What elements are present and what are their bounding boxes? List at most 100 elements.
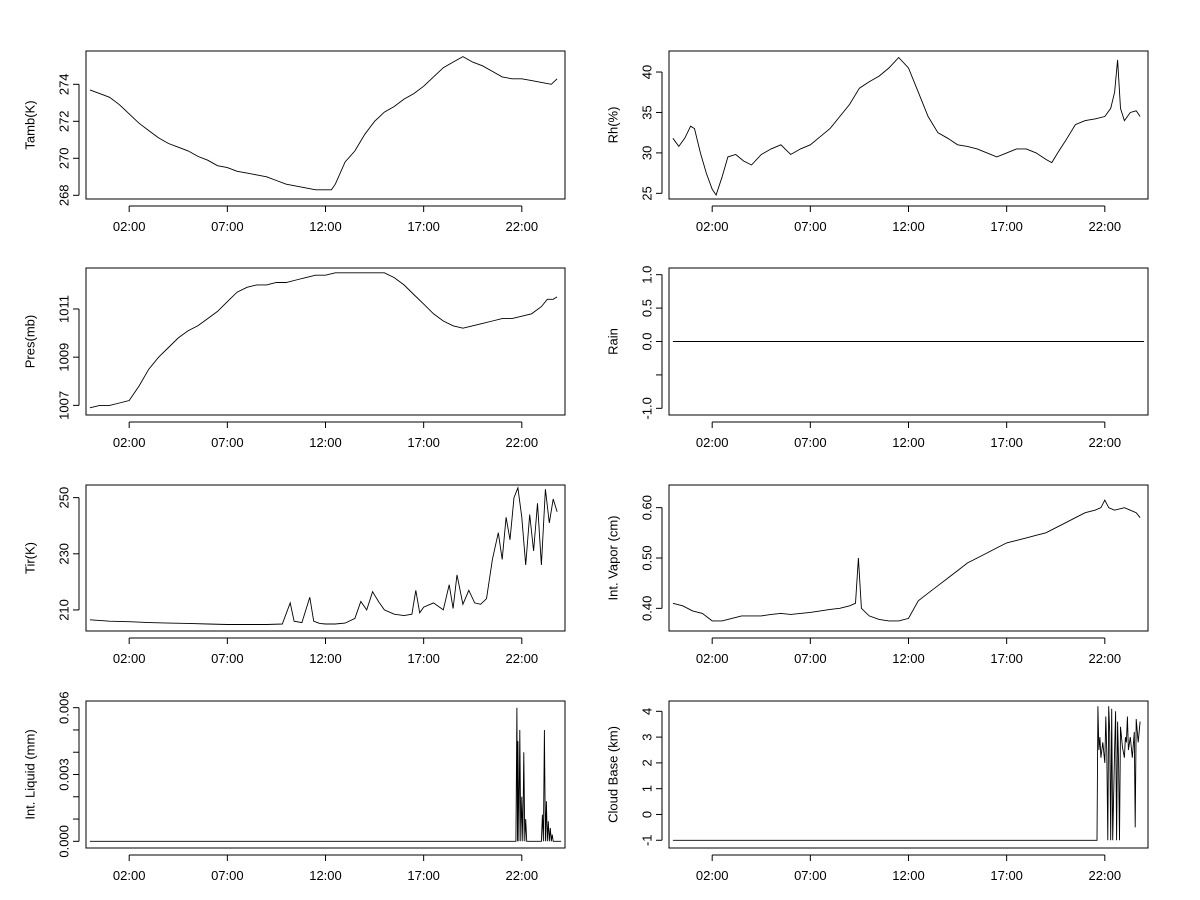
x-tick-label: 17:00 <box>990 219 1023 234</box>
x-tick-label: 12:00 <box>309 651 342 666</box>
x-tick-label: 07:00 <box>794 651 827 666</box>
y-tick-label: -1 <box>639 834 654 846</box>
series-line-int-vapor <box>672 499 1141 622</box>
x-tick-label: 17:00 <box>407 868 440 883</box>
y-tick-label: 25 <box>639 186 654 200</box>
x-tick-label: 17:00 <box>407 219 440 234</box>
series-line-cloud-base <box>672 706 1141 841</box>
y-tick-label: 210 <box>56 599 71 621</box>
y-tick-label: 0.003 <box>56 758 71 791</box>
chart-panel-tamb: 02:00 07:00 12:00 17:00 22:00 268 270 272 274 Tam… <box>22 50 566 234</box>
y-tick-label: 0.60 <box>639 495 654 520</box>
x-tick-label: 22:00 <box>506 868 539 883</box>
y-tick-label: 1011 <box>56 295 71 323</box>
y-axis-title: Tamb(K) <box>22 100 37 149</box>
x-tick-label: 22:00 <box>1089 435 1122 450</box>
chart-panel-int-liquid: 02:00 07:00 12:00 17:00 22:00 0.000 0.003 0.006… <box>22 691 566 883</box>
y-tick-label: 2 <box>639 759 654 766</box>
y-tick-label: 1.0 <box>639 266 654 284</box>
chart-panel-pres: 02:00 07:00 12:00 17:00 22:00 1007 1009 1011 Pre… <box>22 267 566 450</box>
x-tick-label: 12:00 <box>892 651 925 666</box>
y-axis-title: Int. Vapor (cm) <box>605 515 620 600</box>
x-tick-label: 07:00 <box>211 651 244 666</box>
y-tick-label: 4 <box>639 708 654 715</box>
x-tick-label: 17:00 <box>407 651 440 666</box>
plot-frame <box>668 50 1149 200</box>
x-tick-label: 02:00 <box>113 435 146 450</box>
y-axis-title: Cloud Base (km) <box>605 726 620 823</box>
y-tick-label: 35 <box>639 105 654 119</box>
x-tick-label: 02:00 <box>696 651 729 666</box>
y-tick-label: 0.0 <box>639 332 654 350</box>
y-tick-label: 250 <box>56 487 71 509</box>
y-tick-label: 0.006 <box>56 691 71 724</box>
x-tick-label: 02:00 <box>696 868 729 883</box>
chart-panel-tir: 02:00 07:00 12:00 17:00 22:00 210 230 250 Tir(K) <box>22 484 566 666</box>
x-tick-label: 07:00 <box>211 868 244 883</box>
y-axis-title: Int. Liquid (mm) <box>22 729 37 819</box>
y-tick-label: 0.40 <box>639 596 654 621</box>
y-tick-label: 0.5 <box>639 299 654 317</box>
y-axis-title: Rain <box>605 328 620 355</box>
y-axis-title: Pres(mb) <box>22 315 37 368</box>
x-tick-label: 12:00 <box>309 868 342 883</box>
x-tick-label: 22:00 <box>506 219 539 234</box>
y-axis-title: Tir(K) <box>22 542 37 574</box>
x-tick-label: 17:00 <box>407 435 440 450</box>
x-tick-label: 02:00 <box>696 219 729 234</box>
y-tick-label: 272 <box>56 110 71 132</box>
y-tick-label: 3 <box>639 733 654 740</box>
plot-frame <box>668 484 1149 632</box>
series-line-tamb <box>89 56 558 191</box>
x-tick-label: 07:00 <box>794 219 827 234</box>
x-tick-label: 02:00 <box>696 435 729 450</box>
x-tick-label: 07:00 <box>794 868 827 883</box>
y-axis-title: Rh(%) <box>605 107 620 144</box>
series-line-tir <box>89 486 558 625</box>
chart-panel-cloud-base: 02:00 07:00 12:00 17:00 22:00 -1 0 1 2 3 4 Cloud Ba… <box>605 700 1149 883</box>
plot-frame <box>668 267 1149 416</box>
y-tick-label: 40 <box>639 65 654 79</box>
x-tick-label: 22:00 <box>1089 868 1122 883</box>
x-tick-label: 17:00 <box>990 868 1023 883</box>
y-tick-label: 0 <box>639 811 654 818</box>
x-tick-label: 12:00 <box>309 219 342 234</box>
series-line-rh <box>672 56 1141 197</box>
y-tick-label: 270 <box>56 147 71 169</box>
plot-frame <box>668 700 1149 849</box>
y-tick-label: 0.000 <box>56 825 71 858</box>
series-line-pres <box>89 272 558 409</box>
x-tick-label: 17:00 <box>990 651 1023 666</box>
y-tick-label: 0.50 <box>639 545 654 570</box>
plot-frame <box>85 484 566 632</box>
x-tick-label: 02:00 <box>113 219 146 234</box>
chart-panel-int-vapor: 02:00 07:00 12:00 17:00 22:00 0.40 0.50 0.60 Int… <box>605 484 1149 666</box>
x-tick-label: 12:00 <box>892 219 925 234</box>
x-tick-label: 22:00 <box>1089 219 1122 234</box>
x-tick-label: 17:00 <box>990 435 1023 450</box>
x-tick-label: 07:00 <box>211 435 244 450</box>
x-tick-label: 02:00 <box>113 651 146 666</box>
plot-frame <box>85 50 566 200</box>
y-tick-label: 1007 <box>56 391 71 420</box>
panel-grid: 02:00 07:00 12:00 17:00 22:00 268 270 272 274 Tam… <box>22 50 1149 883</box>
x-tick-label: 02:00 <box>113 868 146 883</box>
y-tick-label: 274 <box>56 73 71 95</box>
x-tick-label: 12:00 <box>892 435 925 450</box>
y-tick-label: 1 <box>639 785 654 792</box>
y-tick-label: 30 <box>639 146 654 160</box>
x-tick-label: 22:00 <box>1089 651 1122 666</box>
plot-frame <box>85 267 566 416</box>
chart-panel-rh: 02:00 07:00 12:00 17:00 22:00 25 30 35 40 Rh(%) <box>605 50 1149 234</box>
x-tick-label: 12:00 <box>309 435 342 450</box>
y-tick-label: 1009 <box>56 343 71 372</box>
x-tick-label: 22:00 <box>506 651 539 666</box>
plot-frame <box>85 700 566 849</box>
series-line-int-liquid <box>89 707 562 842</box>
y-tick-label: 230 <box>56 543 71 565</box>
chart-panel-rain: 02:00 07:00 12:00 17:00 22:00 -1.0 0.0 0.5 1.0 Ra… <box>605 266 1149 450</box>
x-tick-label: 07:00 <box>794 435 827 450</box>
x-tick-label: 07:00 <box>211 219 244 234</box>
